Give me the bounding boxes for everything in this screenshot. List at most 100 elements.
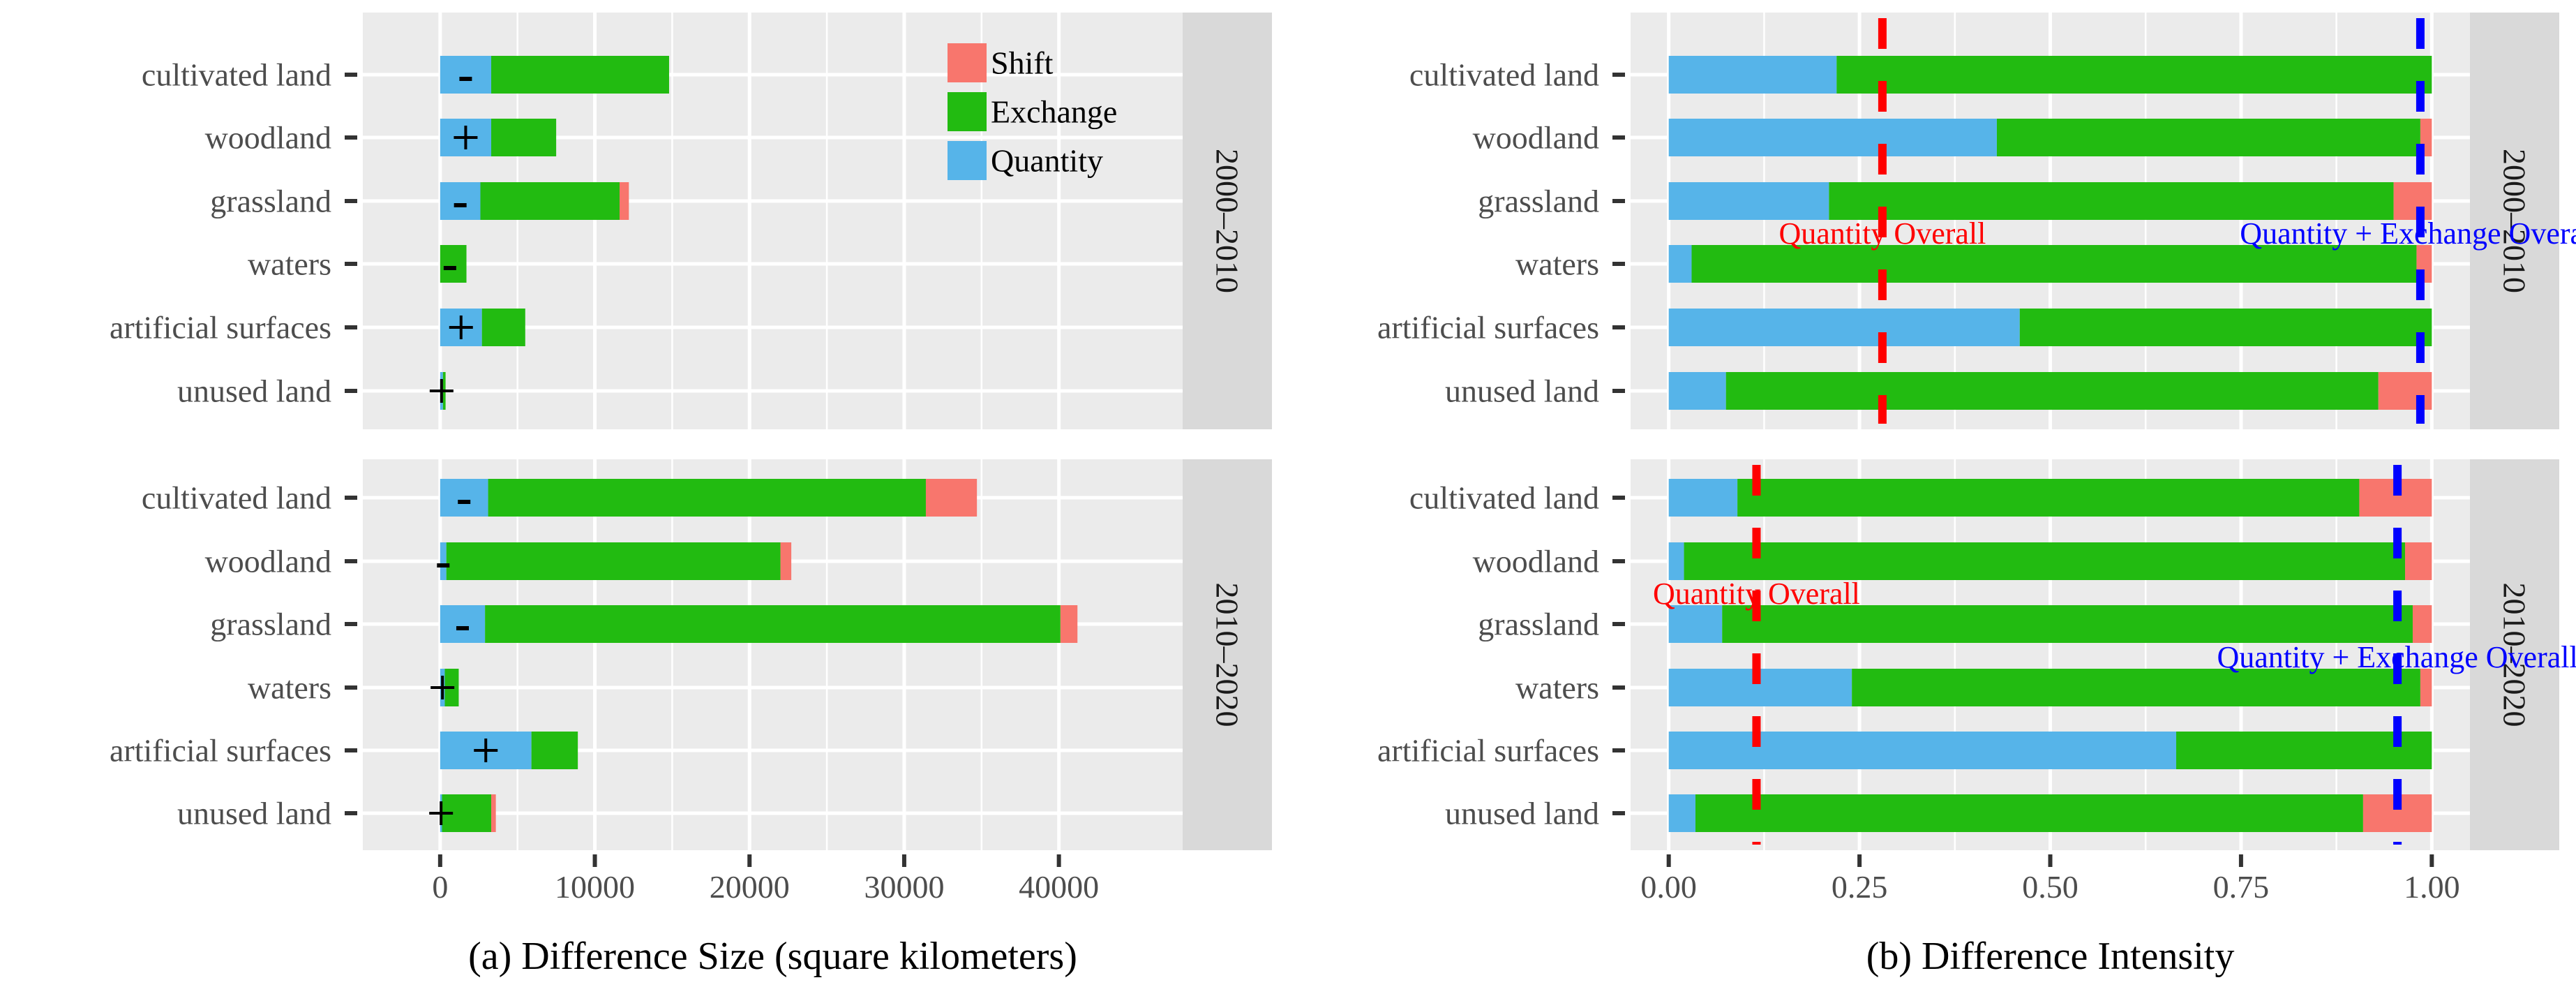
x-tick-label: 40000	[1019, 869, 1099, 905]
y-tick-label: unused land	[177, 796, 331, 831]
bar-shift-grassland	[2393, 182, 2432, 220]
facet-strip-label: 2000–2010	[2497, 149, 2533, 293]
y-tick-label: waters	[1515, 246, 1599, 282]
bar-exchange-cultivated-land	[1836, 56, 2432, 94]
bar-exchange-grassland	[480, 182, 620, 220]
bar-exchange-waters	[1852, 669, 2420, 706]
y-tick-label: artificial surfaces	[1377, 310, 1599, 346]
panel-a-2010-2020: 2010–2020 cultivated land woodland grasslan…	[110, 459, 1272, 850]
x-tick-label: 0.00	[1640, 869, 1697, 905]
y-tick-label: cultivated land	[1409, 57, 1599, 93]
bar-exchange-woodland	[491, 119, 557, 156]
y-tick-label: artificial surfaces	[1377, 733, 1599, 769]
reference-line-label: Quantity Overall	[1779, 216, 1986, 251]
y-tick-label: grassland	[210, 607, 331, 642]
facet-strip	[2470, 13, 2559, 429]
y-tick-label: woodland	[1473, 120, 1599, 156]
bar-exchange-unused-land	[1725, 372, 2379, 410]
bar-exchange-artificial-surfaces	[531, 732, 578, 769]
bar-shift-waters	[2420, 669, 2432, 706]
x-axis-title: (a) Difference Size (square kilometers)	[468, 935, 1077, 978]
panel-b-2000-2010: 2000–2010 cultivated land woodland grasslan…	[1377, 13, 2576, 429]
bar-quantity-woodland	[1668, 542, 1684, 580]
legend: Shift Exchange Quantity	[948, 43, 1117, 180]
bar-quantity-grassland	[1668, 182, 1829, 220]
y-tick-label: woodland	[205, 120, 331, 156]
x-tick-label: 30000	[864, 869, 944, 905]
bar-quantity-woodland	[1668, 119, 1997, 156]
x-tick-label: 1.00	[2404, 869, 2460, 905]
bar-exchange-cultivated-land	[1737, 479, 2360, 517]
bar-shift-grassland	[620, 182, 629, 220]
reference-line-label: Quantity + Exchange Overall	[2217, 640, 2576, 674]
bar-exchange-cultivated-land	[488, 479, 926, 517]
bar-quantity-waters	[1668, 245, 1692, 283]
x-tick-label: 0	[432, 869, 448, 905]
bar-quantity-cultivated-land	[1668, 479, 1738, 517]
panel-b-2010-2020: 2010–2020 cultivated land woodland grasslan…	[1377, 459, 2576, 850]
facet-strip-label: 2010–2020	[1210, 583, 1245, 727]
y-tick-label: cultivated land	[142, 480, 331, 516]
y-tick-label: cultivated land	[1409, 480, 1599, 516]
reference-line-label: Quantity Overall	[1653, 577, 1860, 611]
bar-exchange-waters	[440, 245, 467, 283]
facet-strip	[1183, 459, 1272, 850]
bar-shift-woodland	[2405, 542, 2432, 580]
bar-quantity-woodland	[440, 542, 447, 580]
bar-shift-grassland	[2412, 605, 2432, 643]
bar-quantity-unused-land	[1668, 794, 1695, 832]
bar-shift-woodland	[780, 542, 792, 580]
x-tick-label: 0.75	[2213, 869, 2270, 905]
bar-shift-grassland	[1060, 605, 1078, 643]
panel-a-2000-2010: 2000–2010 cultivated land woodland grasslan…	[110, 13, 1272, 429]
bar-shift-cultivated-land	[925, 479, 978, 517]
y-tick-label: artificial surfaces	[110, 733, 331, 769]
bar-shift-unused-land	[491, 794, 496, 832]
bar-exchange-woodland	[446, 542, 781, 580]
facet-strip	[1183, 13, 1272, 429]
y-tick-label: grassland	[1478, 184, 1599, 219]
y-tick-label: grassland	[210, 184, 331, 219]
x-axis-title: (b) Difference Intensity	[1866, 935, 2235, 978]
bar-quantity-grassland	[1668, 605, 1723, 643]
legend-swatch-quantity	[948, 141, 987, 180]
legend-swatch-shift	[948, 43, 987, 82]
facet-strip-label: 2000–2010	[1210, 149, 1245, 293]
bar-quantity-artificial-surfaces	[1668, 309, 2020, 346]
bar-exchange-artificial-surfaces	[2019, 309, 2432, 346]
x-tick-label: 20000	[710, 869, 790, 905]
y-tick-label: waters	[1515, 670, 1599, 706]
bar-exchange-grassland	[1722, 605, 2413, 643]
bar-exchange-grassland	[1829, 182, 2394, 220]
bar-quantity-grassland	[440, 605, 486, 643]
x-tick-label: 0.25	[1832, 869, 1888, 905]
x-tick-label: 0.50	[2022, 869, 2079, 905]
y-tick-label: artificial surfaces	[110, 310, 331, 346]
bar-exchange-artificial-surfaces	[481, 309, 525, 346]
y-tick-label: unused land	[177, 373, 331, 409]
bar-exchange-grassland	[485, 605, 1061, 643]
legend-label-exchange: Exchange	[991, 94, 1117, 130]
legend-label-shift: Shift	[991, 45, 1054, 81]
bar-quantity-cultivated-land	[1668, 56, 1837, 94]
legend-swatch-exchange	[948, 92, 987, 131]
bar-exchange-unused-land	[1695, 794, 2363, 832]
bar-exchange-woodland	[1684, 542, 2406, 580]
y-tick-label: woodland	[205, 544, 331, 579]
bar-quantity-unused-land	[1668, 372, 1726, 410]
x-tick-label: 10000	[555, 869, 635, 905]
y-tick-label: woodland	[1473, 544, 1599, 579]
y-tick-label: waters	[248, 246, 331, 282]
bar-quantity-grassland	[440, 182, 481, 220]
facet-strip	[2470, 459, 2559, 850]
y-tick-label: grassland	[1478, 607, 1599, 642]
facet-strip-label: 2010–2020	[2497, 583, 2533, 727]
reference-line-label: Quantity + Exchange Overall	[2240, 216, 2576, 251]
bar-exchange-artificial-surfaces	[2176, 732, 2432, 769]
bar-exchange-cultivated-land	[491, 56, 669, 94]
bar-exchange-waters	[1691, 245, 2417, 283]
y-tick-label: waters	[248, 670, 331, 706]
y-tick-label: cultivated land	[142, 57, 331, 93]
bar-quantity-artificial-surfaces	[1668, 732, 2176, 769]
